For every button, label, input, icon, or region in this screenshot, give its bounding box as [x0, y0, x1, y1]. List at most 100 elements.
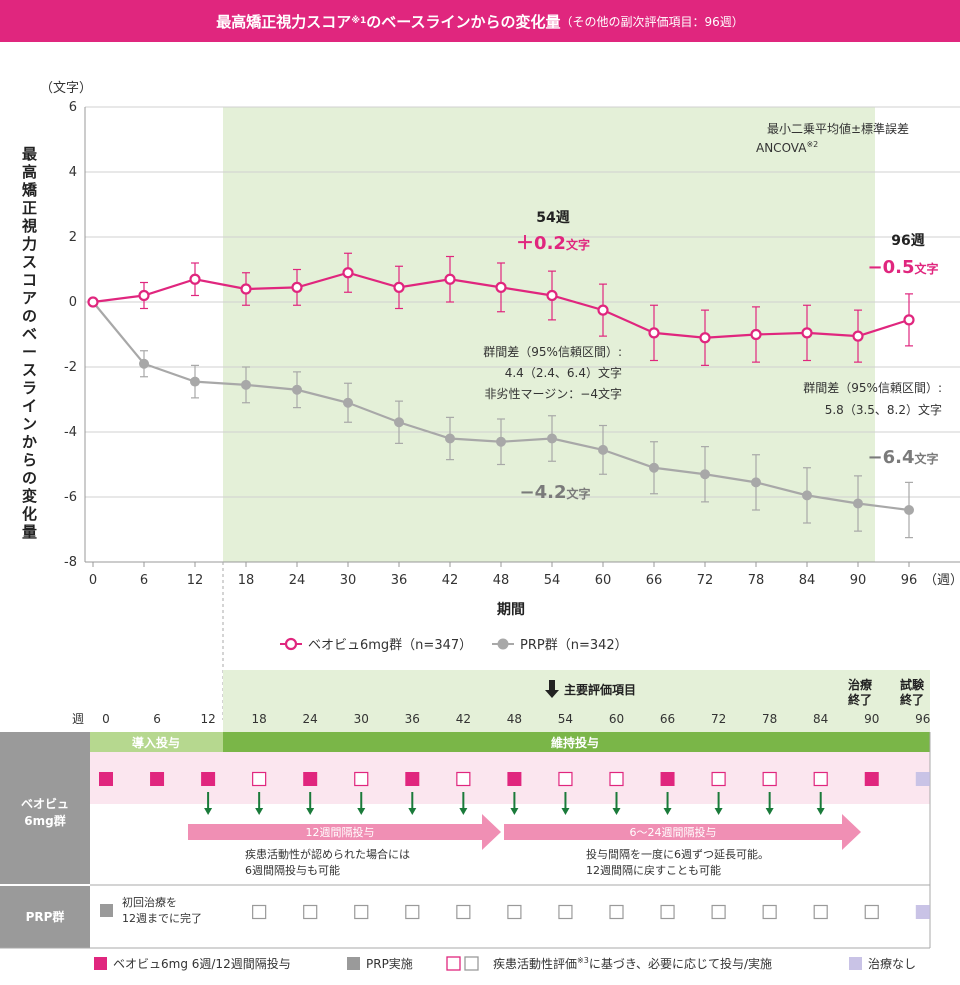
diff54-line2: 4.4（2.4、6.4）文字 — [505, 365, 622, 380]
header-title2: のベースラインからの変化量 — [366, 12, 561, 31]
data-point — [87, 296, 99, 308]
data-point — [444, 273, 456, 285]
series-0 — [87, 252, 915, 366]
dose-arrowhead — [255, 808, 264, 815]
method-ancova: ANCOVA — [756, 141, 807, 155]
y-tick-label: -2 — [64, 360, 77, 375]
data-point — [241, 379, 251, 390]
prp-group-cell — [0, 886, 90, 948]
x-tick-label: 84 — [799, 573, 816, 588]
end-treatment-1: 治療 — [848, 677, 872, 692]
dose-arrowhead — [204, 808, 213, 815]
note2-line1: 投与間隔を一度に6週ずつ延長可能。 — [586, 847, 769, 861]
no-treatment-mark — [915, 772, 930, 786]
week-label: 週 — [72, 712, 84, 726]
x-tick-label: 66 — [646, 573, 663, 588]
schedule-week: 60 — [609, 712, 624, 726]
prp-eval-mark — [711, 904, 726, 920]
data-point — [342, 267, 354, 279]
schedule-marks — [99, 771, 930, 920]
y-tick-label: -4 — [64, 425, 77, 440]
legend-bottom-beovu: ベオビュ6mg 6週/12週間隔投与 — [113, 956, 291, 971]
prp-eval-mark — [405, 904, 420, 920]
dose-arrowhead — [612, 808, 621, 815]
legend-bottom-none: 治療なし — [868, 957, 916, 971]
schedule-week: 24 — [303, 712, 318, 726]
series-1 — [88, 297, 914, 539]
beovu-eval-mark — [456, 771, 471, 787]
y-unit: （文字） — [40, 81, 92, 96]
x-tick-label: 42 — [442, 573, 459, 588]
x-tick-label: 72 — [697, 573, 714, 588]
data-point — [700, 469, 710, 480]
data-point — [495, 281, 507, 293]
group-beovu-1: ベオビュ — [21, 796, 69, 811]
diff96-line2: 5.8（3.5、8.2）文字 — [825, 402, 942, 417]
schedule-week: 42 — [456, 712, 471, 726]
grid-lines — [84, 106, 960, 563]
legend-none-square — [849, 957, 862, 970]
w54-value: ＋0.2文字 — [516, 233, 590, 254]
data-point — [801, 327, 813, 339]
beovu-dose-mark — [303, 772, 318, 786]
dose-arrowhead — [765, 808, 774, 815]
method-sup: ※2 — [806, 140, 818, 149]
dose-arrowhead — [714, 808, 723, 815]
band2-label: 6〜24週間隔投与 — [630, 825, 717, 839]
data-point — [699, 332, 711, 344]
data-point — [291, 281, 303, 293]
band1-label: 12週間隔投与 — [306, 825, 375, 839]
data-point — [292, 384, 302, 395]
x-tick-label: 78 — [748, 573, 765, 588]
y-tick-label: 4 — [69, 165, 77, 180]
dose-arrowhead — [408, 808, 417, 815]
dose-arrowhead — [306, 808, 315, 815]
w54-prp-num: −4.2 — [520, 482, 567, 503]
schedule-week: 84 — [813, 712, 828, 726]
dose-arrowhead — [510, 808, 519, 815]
x-tick-label: 54 — [544, 573, 561, 588]
schedule-week: 12 — [200, 712, 215, 726]
w96-prp-num: −6.4 — [868, 447, 915, 468]
prp-eval-mark — [609, 904, 624, 920]
legend-beovu-square — [94, 957, 107, 970]
x-axis-label: 期間 — [497, 602, 525, 618]
data-point — [903, 314, 915, 326]
x-tick-label: 18 — [238, 573, 255, 588]
x-tick-label: 12 — [187, 573, 204, 588]
legend-bottom-prp: PRP実施 — [366, 956, 413, 971]
chart-header: 最高矯正視力スコア ※1 のベースラインからの変化量 （その他の副次評価項目：96週） — [0, 0, 960, 42]
x-tick-label: 48 — [493, 573, 510, 588]
beovu-eval-mark — [609, 771, 624, 787]
x-tick-label: 0 — [89, 573, 97, 588]
x-tick-label: 96 — [901, 573, 918, 588]
data-point — [853, 498, 863, 509]
w54-prp-unit: 文字 — [566, 486, 590, 501]
y-ticks: 6 4 2 0 -2 -4 -6 -8 — [64, 100, 77, 570]
prp-eval-mark — [354, 904, 369, 920]
band-12w — [188, 814, 501, 850]
data-point — [139, 358, 149, 369]
beovu-dose-mark — [660, 772, 675, 786]
w96-value-num: −0.5 — [868, 257, 915, 278]
w96-label: 96週 — [891, 233, 924, 249]
induction-label: 導入投与 — [132, 735, 180, 750]
method-line1: 最小二乗平均値±標準誤差 — [767, 121, 909, 136]
prp-eval-mark — [456, 904, 471, 920]
method-line2: ANCOVA※2 — [756, 140, 818, 155]
data-point — [240, 283, 252, 295]
primary-endpoint: 主要評価項目 — [564, 682, 636, 697]
end-trial-1: 試験 — [900, 677, 925, 692]
data-point — [496, 436, 506, 447]
dose-arrowhead — [561, 808, 570, 815]
schedule-week: 18 — [252, 712, 267, 726]
beovu-dose-mark — [507, 772, 522, 786]
legend-eval-sup: ※3 — [577, 956, 589, 965]
x-tick-label: 36 — [391, 573, 408, 588]
schedule-week: 6 — [153, 712, 161, 726]
w54-value-unit: 文字 — [566, 237, 590, 252]
data-point — [138, 289, 150, 302]
w96-value-unit: 文字 — [914, 261, 938, 276]
beovu-dose-mark — [99, 772, 113, 786]
beovu-dose-mark — [201, 772, 216, 786]
